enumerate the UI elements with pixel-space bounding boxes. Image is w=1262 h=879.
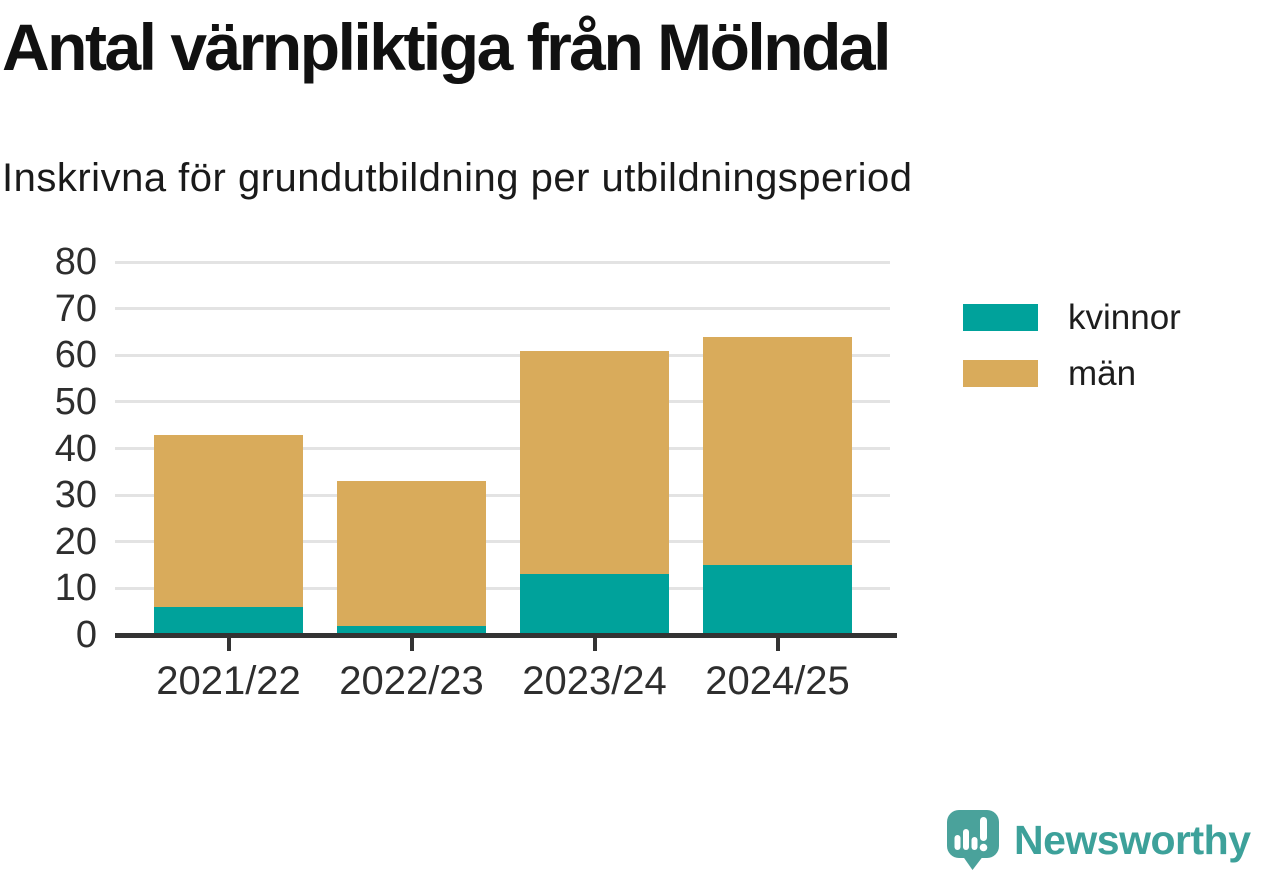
bar-segment-kvinnor-2023/24 (520, 574, 669, 635)
x-axis-line (115, 633, 897, 638)
x-axis-tick (775, 638, 780, 651)
chart-subtitle: Inskrivna för grundutbildning per utbild… (2, 156, 913, 200)
newsworthy-logo: Newsworthy (946, 808, 1251, 872)
gridline-70 (115, 307, 890, 311)
y-axis-tick-label: 70 (54, 287, 97, 330)
x-axis-tick-label: 2021/22 (156, 659, 301, 703)
y-axis-tick-label: 0 (75, 614, 97, 656)
bar-segment-kvinnor-2024/25 (703, 565, 852, 635)
x-axis-tick-label: 2023/24 (522, 659, 667, 703)
gridline-10 (115, 586, 890, 590)
x-axis-tick (226, 638, 231, 651)
chart-title: Antal värnpliktiga från Mölndal (2, 10, 891, 84)
legend-item-man: män (963, 356, 1181, 391)
bar-segment-kvinnor-2022/23 (337, 625, 486, 635)
y-axis-tick-label: 30 (54, 474, 97, 517)
bar-segment-män-2021/22 (154, 434, 303, 607)
y-axis-tick-label: 20 (54, 520, 97, 563)
bar-segment-män-2024/25 (703, 336, 852, 566)
x-axis-tick-label: 2024/25 (705, 659, 850, 703)
x-axis-tick (409, 638, 414, 651)
bar-segment-kvinnor-2021/22 (154, 607, 303, 635)
bar-segment-män-2022/23 (337, 481, 486, 626)
legend-item-kvinnor: kvinnor (963, 300, 1181, 335)
legend-label-kvinnor: kvinnor (1068, 298, 1181, 337)
legend-label-man: män (1068, 354, 1137, 393)
bar-chart-speech-bubble-icon (947, 810, 999, 870)
gridline-30 (115, 493, 890, 497)
y-axis-tick-label: 60 (54, 334, 97, 377)
legend: kvinnor män (963, 300, 1181, 416)
y-axis-tick-label: 80 (54, 241, 97, 283)
x-axis-tick-label: 2022/23 (339, 659, 484, 703)
gridline-60 (115, 353, 890, 357)
legend-swatch-kvinnor (963, 304, 1038, 331)
gridline-80 (115, 260, 890, 264)
gridline-50 (115, 400, 890, 404)
y-axis-tick-label: 40 (54, 427, 97, 470)
bar-segment-män-2023/24 (520, 350, 669, 575)
x-axis-tick (592, 638, 597, 651)
legend-swatch-man (963, 360, 1038, 387)
gridline-20 (115, 540, 890, 544)
newsworthy-brand-text: Newsworthy (1014, 816, 1251, 863)
y-axis-tick-label: 10 (54, 567, 97, 610)
y-axis-tick-label: 50 (54, 380, 97, 423)
gridline-40 (115, 447, 890, 450)
